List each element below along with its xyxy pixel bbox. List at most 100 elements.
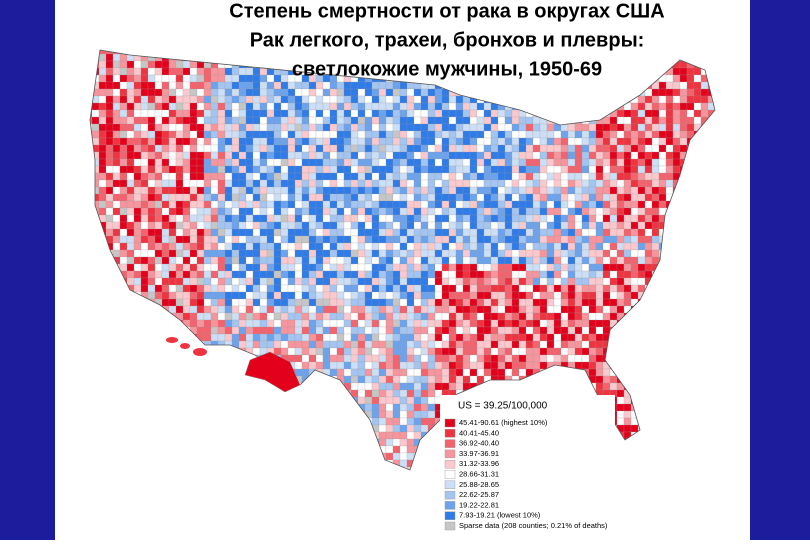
county (329, 277, 338, 286)
county (133, 95, 142, 104)
county (392, 270, 401, 279)
county (308, 214, 317, 223)
county (553, 249, 562, 258)
county (343, 137, 352, 146)
county (427, 193, 436, 202)
county (105, 95, 114, 104)
county (196, 228, 205, 237)
county (532, 193, 541, 202)
county (168, 88, 177, 97)
county (385, 88, 394, 97)
county (455, 382, 464, 391)
county (511, 242, 520, 251)
county (364, 116, 373, 125)
county (434, 326, 443, 335)
county (231, 144, 240, 153)
county (329, 298, 338, 307)
county (469, 200, 478, 209)
county (322, 172, 331, 181)
county (504, 235, 513, 244)
county (364, 312, 373, 321)
county (567, 158, 576, 167)
county (126, 123, 135, 132)
county (595, 200, 604, 209)
county (259, 249, 268, 258)
county (224, 186, 233, 195)
county (329, 88, 338, 97)
county (532, 144, 541, 153)
county (245, 221, 254, 230)
county (140, 242, 149, 251)
county (623, 214, 632, 223)
county (623, 242, 632, 251)
county (287, 340, 296, 349)
county (259, 340, 268, 349)
county (413, 158, 422, 167)
county (322, 354, 331, 363)
county (336, 347, 345, 356)
county (525, 214, 534, 223)
county (609, 179, 618, 188)
county (462, 186, 471, 195)
county (595, 326, 604, 335)
county (273, 298, 282, 307)
county (329, 326, 338, 335)
county (161, 81, 170, 90)
county (455, 256, 464, 265)
county (609, 144, 618, 153)
county (119, 179, 128, 188)
county (273, 102, 282, 111)
county (434, 319, 443, 328)
county (252, 340, 261, 349)
county (546, 347, 555, 356)
county (266, 130, 275, 139)
county (448, 193, 457, 202)
county (385, 375, 394, 384)
county (252, 109, 261, 118)
county (322, 200, 331, 209)
county (266, 298, 275, 307)
county (203, 256, 212, 265)
county (518, 291, 527, 300)
county (553, 291, 562, 300)
county (266, 179, 275, 188)
county (217, 95, 226, 104)
county (511, 165, 520, 174)
county (630, 130, 639, 139)
county (420, 109, 429, 118)
county (497, 207, 506, 216)
county (238, 207, 247, 216)
county (490, 137, 499, 146)
county (504, 354, 513, 363)
county (574, 193, 583, 202)
county (168, 165, 177, 174)
county (154, 270, 163, 279)
county (511, 270, 520, 279)
county (448, 284, 457, 293)
county (238, 165, 247, 174)
county (154, 123, 163, 132)
county (504, 158, 513, 167)
county (168, 242, 177, 251)
county (371, 179, 380, 188)
county (322, 249, 331, 258)
county (476, 109, 485, 118)
county (343, 81, 352, 90)
county (329, 137, 338, 146)
county (574, 186, 583, 195)
county (105, 130, 114, 139)
county (154, 221, 163, 230)
county (483, 214, 492, 223)
county (483, 361, 492, 370)
county (259, 158, 268, 167)
county (133, 207, 142, 216)
county (343, 207, 352, 216)
county (497, 284, 506, 293)
county (497, 291, 506, 300)
county (511, 340, 520, 349)
county (560, 312, 569, 321)
county (336, 193, 345, 202)
county (196, 298, 205, 307)
county (196, 158, 205, 167)
county (280, 172, 289, 181)
